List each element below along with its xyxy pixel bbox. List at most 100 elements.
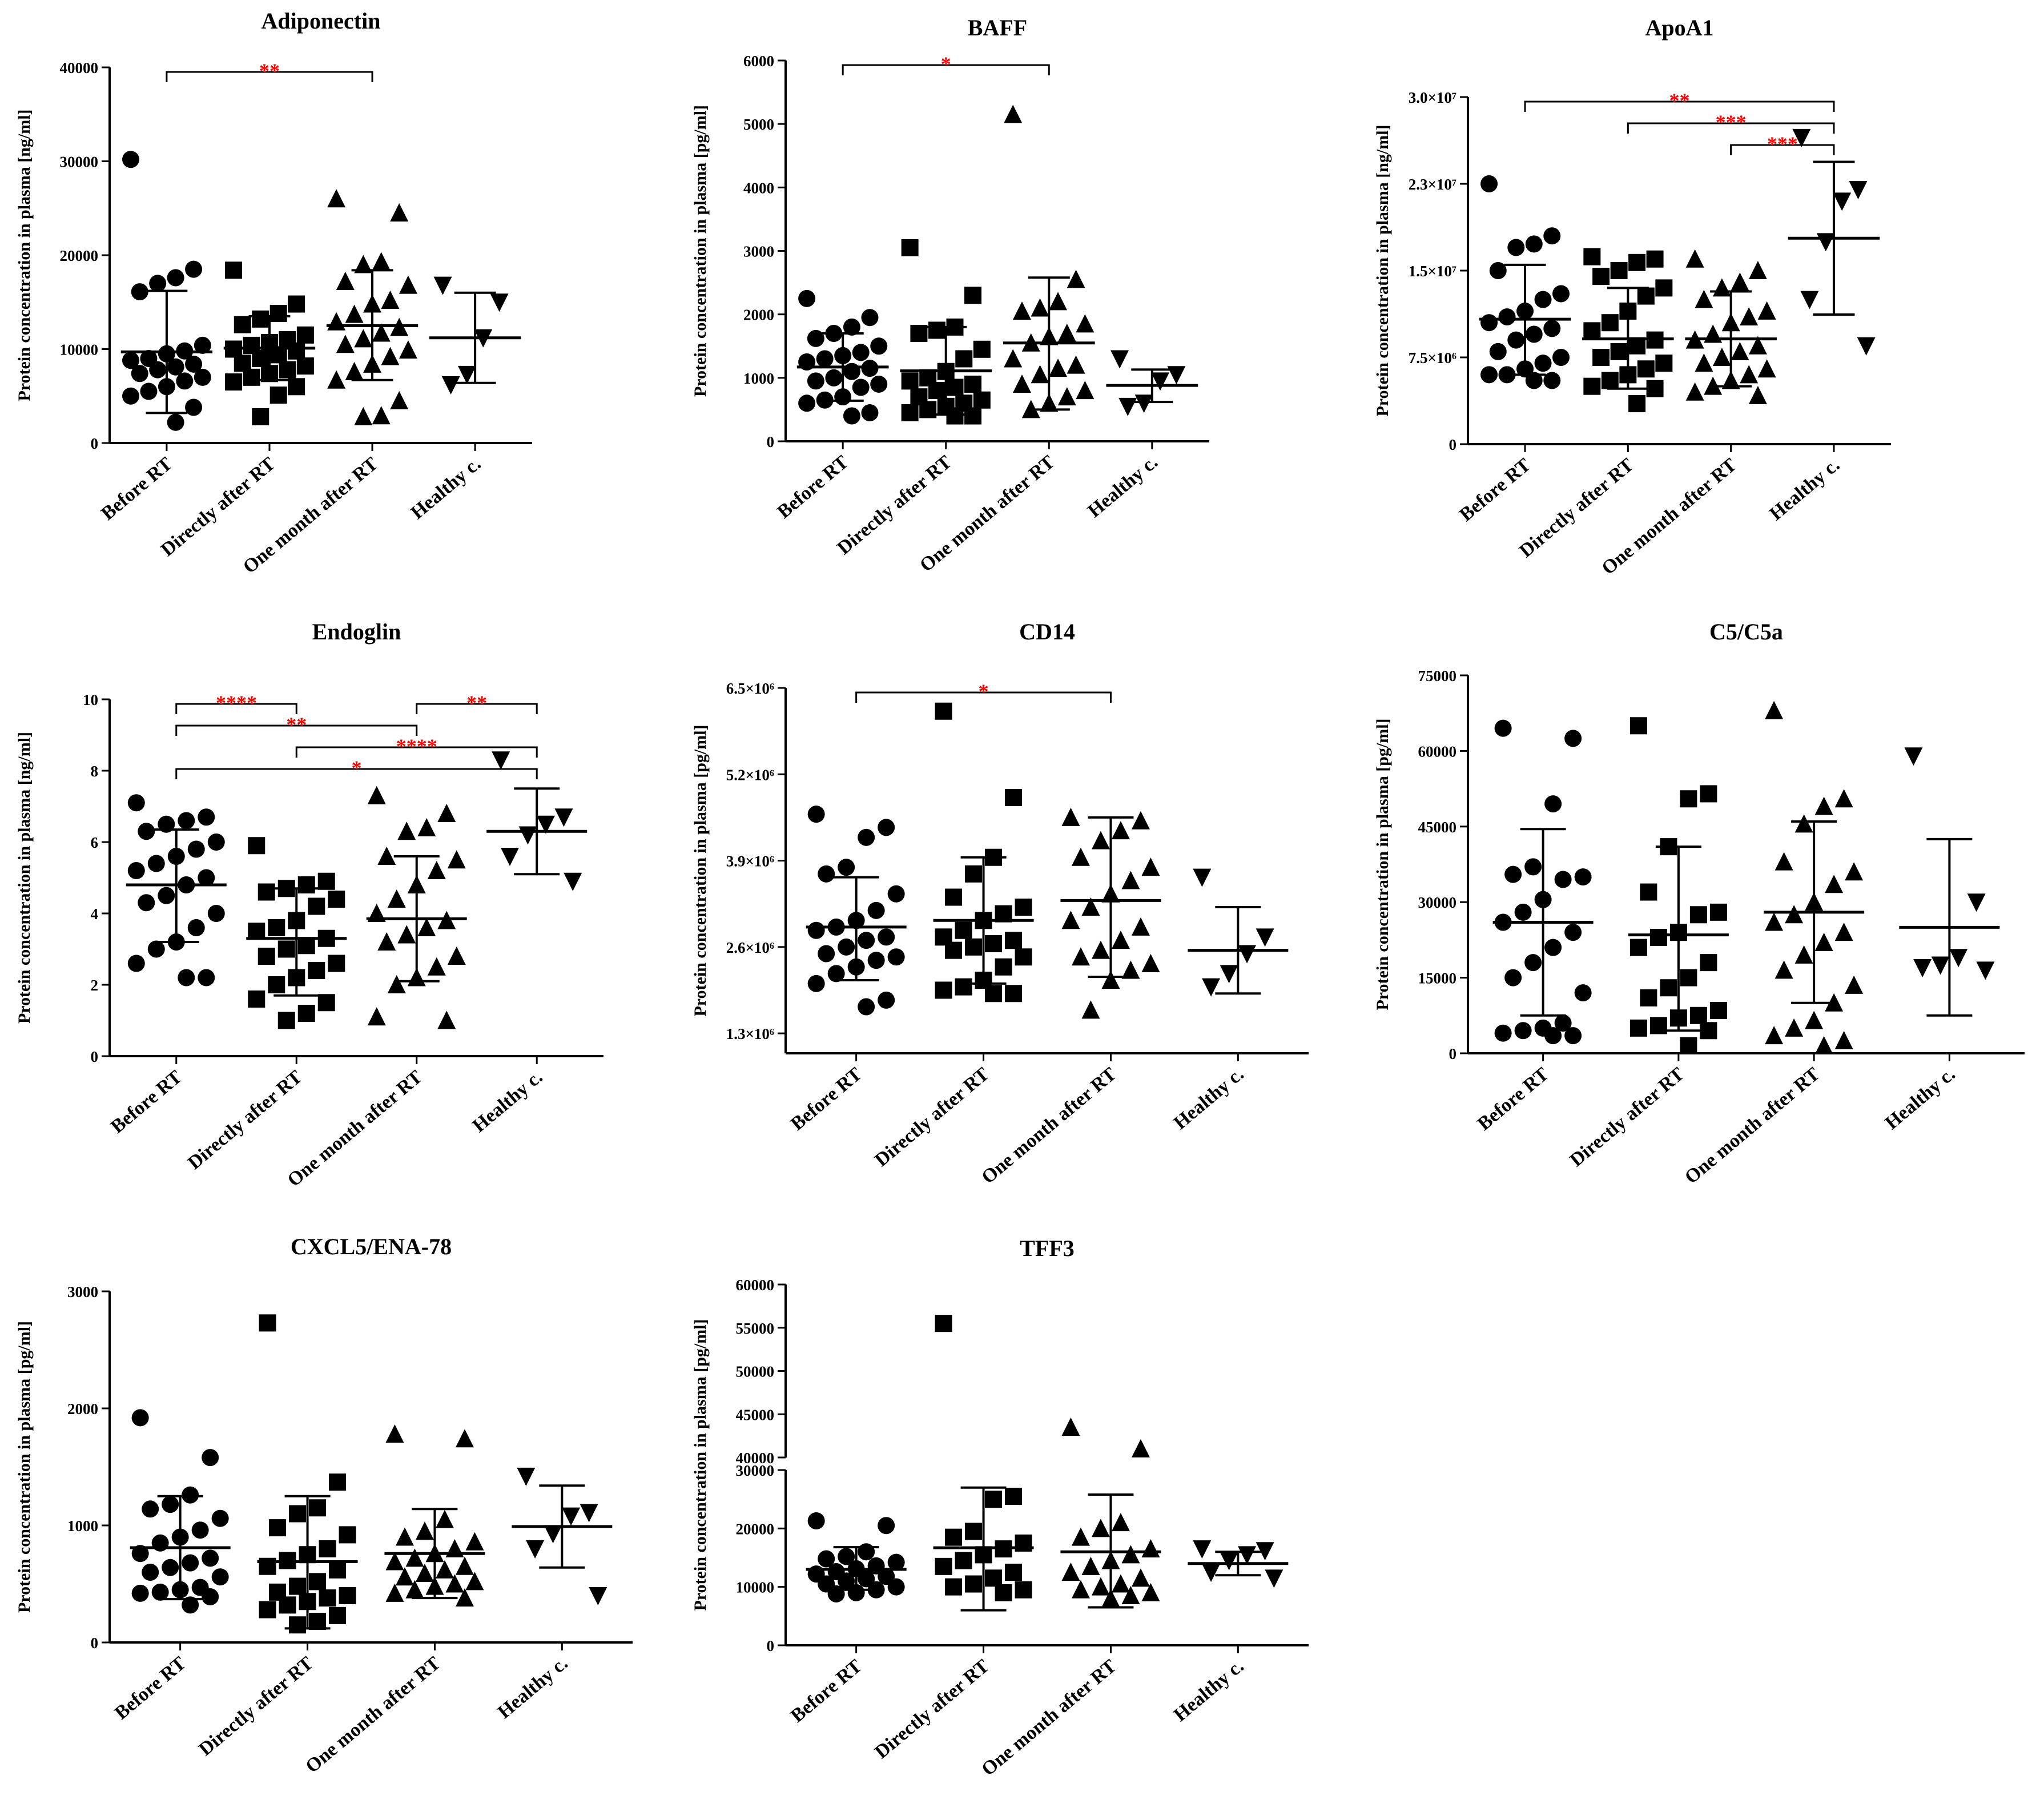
data-point [1583,248,1601,265]
data-point [1637,360,1655,378]
data-point [167,358,184,376]
data-point [1071,1527,1090,1546]
data-point [1238,1546,1257,1565]
y-tick-label: 0 [767,433,775,450]
data-point [176,372,194,390]
data-point [1525,372,1543,389]
y-tick-label: 3.0×10⁷ [1409,89,1456,106]
data-point [288,342,305,360]
data-point [296,357,314,375]
data-point [1655,279,1673,297]
data-point [377,932,396,951]
data-point [946,378,964,396]
data-point [445,1574,464,1593]
x-tick-label: One month after RT [284,1066,427,1191]
y-tick-label: 60000 [736,1277,775,1294]
data-point [1709,903,1727,921]
y-tick-label: 40000 [60,59,99,76]
data-point [1012,374,1031,393]
data-point [1256,928,1274,947]
data-point [818,865,835,883]
y-tick-label: 55000 [736,1320,775,1337]
x-tick-label: Healthy c. [1765,454,1844,525]
data-point [268,976,285,993]
y-axis-label: Protein concentration in plasma [pg/ml] [691,105,710,397]
data-point [1141,1539,1160,1558]
y-tick-label: 0 [1449,436,1457,453]
data-point [465,1532,484,1551]
data-point [259,1314,276,1332]
data-point [354,406,373,425]
data-point [399,275,417,294]
series-healthy-c- [1788,128,1880,356]
significance-label: **** [396,735,437,758]
data-point [1740,365,1759,384]
data-point [385,1552,404,1571]
data-point [589,1587,607,1605]
data-point [1816,233,1835,252]
y-tick-label: 2 [91,977,99,994]
data-point [985,985,1003,1002]
data-point [910,325,928,343]
data-point [131,1409,149,1427]
data-point [1543,227,1561,245]
data-point [928,382,945,400]
series-one-month-after-rt [1003,104,1095,418]
series-one-month-after-rt [384,1424,485,1607]
data-point [544,1525,562,1544]
data-point [162,1559,179,1576]
data-point [955,921,972,939]
data-point [1111,821,1130,840]
data-point [433,276,452,295]
data-point [289,1505,307,1523]
data-point [1121,871,1140,889]
data-point [1141,1583,1160,1601]
data-point [447,947,466,965]
data-point [417,818,436,836]
data-point [427,861,446,879]
data-point [178,969,195,986]
data-point [336,335,355,353]
data-point [319,1589,336,1607]
data-point [1131,1439,1150,1457]
data-point [372,323,391,342]
data-point [1067,355,1085,374]
data-point [1833,192,1852,211]
data-point [277,1012,295,1029]
x-tick-label: Before RT [111,1653,190,1724]
x-tick-label: Directly after RT [871,1656,993,1763]
data-point [162,1496,179,1513]
data-point [1712,278,1731,297]
x-tick-label: Before RT [787,1064,866,1135]
data-point [1193,868,1212,887]
y-tick-label: 45000 [1418,819,1457,836]
significance-label: * [979,680,989,703]
data-point [182,1554,199,1572]
data-point [878,819,895,836]
significance-bracket: * [175,756,538,779]
data-point [945,1528,963,1546]
data-point [847,1584,865,1601]
chart-title: C5/C5a [1709,619,1783,645]
data-point [182,1596,199,1614]
data-point [1202,1564,1221,1583]
data-point [1543,320,1561,337]
data-point [268,919,285,936]
data-point [309,1613,327,1630]
data-point [852,378,870,396]
data-point [202,1449,219,1467]
y-tick-label: 0 [767,1637,775,1654]
data-point [1794,945,1813,964]
data-point [435,1560,454,1579]
data-point [397,925,416,944]
data-point [225,373,243,391]
data-point [1834,923,1853,941]
data-point [1012,301,1031,320]
chart-panel-6: C5/C5a Protein concentration in plasma [p… [1373,619,2025,1188]
data-point [838,1548,855,1565]
data-point [955,350,973,368]
data-point [955,1552,972,1569]
data-point [1834,789,1853,808]
data-point [807,329,824,347]
data-point [965,1575,983,1593]
